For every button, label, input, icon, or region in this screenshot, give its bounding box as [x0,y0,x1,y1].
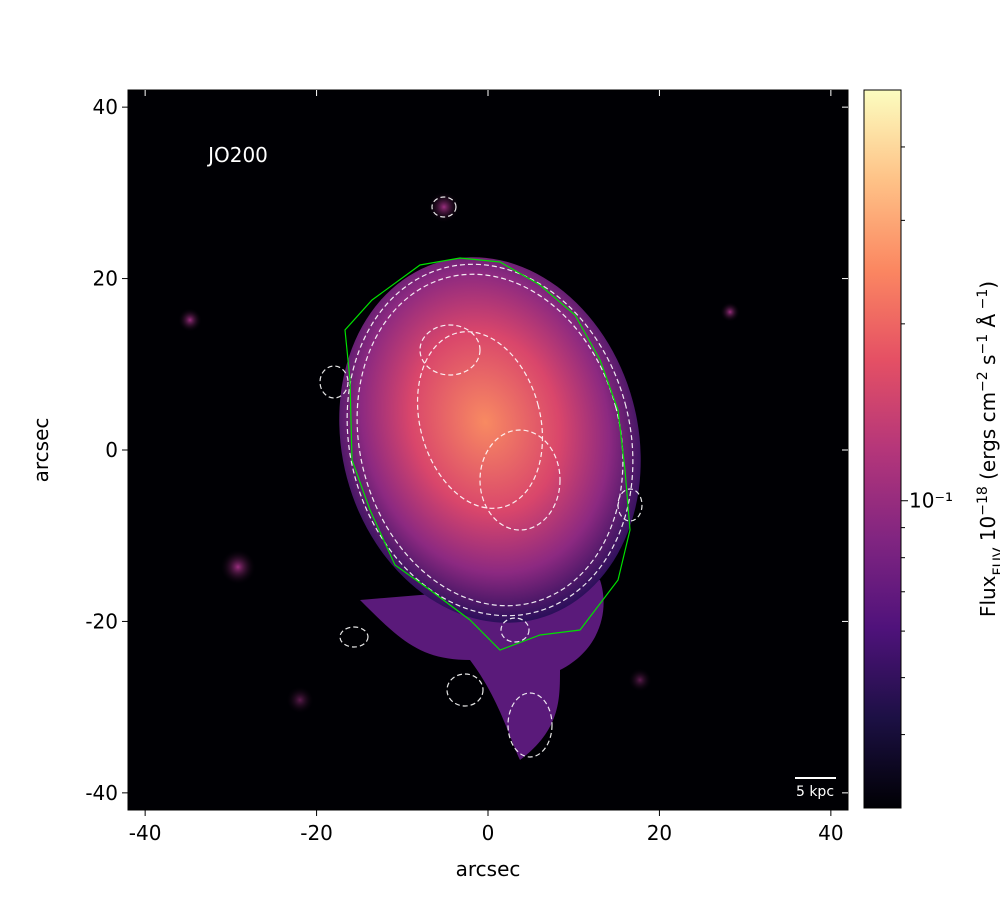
scalebar-label: 5 kpc [796,784,834,800]
y-tick-label: -20 [85,609,118,633]
colorbar-label-part: Å [976,314,1000,334]
image [128,90,848,810]
colorbar-label-part: −2 [975,371,991,392]
x-tick-label: -20 [300,821,333,845]
colorbar-label-part: s [976,355,1000,372]
colorbar-label-part: ) [976,281,1000,289]
colorbar-label-part: −18 [975,486,991,516]
y-axis-label: arcsec [29,418,53,483]
annotation: JO200 [206,143,268,167]
colorbar-label-part: −1 [975,289,991,314]
colorbar-label-part: −1 [975,334,991,355]
colorbar-label-part: FUV [991,547,1000,575]
colorbar-label: FluxFUV 10−18 (ergs cm−2 s−1 Å −1) [975,281,1000,617]
colorbar-tick-label: 10⁻¹ [909,489,953,513]
colorbar-label-part: 10 [976,516,1000,548]
y-tick-label: 40 [93,95,118,119]
x-tick-label: 40 [818,821,843,845]
x-axis-label: arcsec [456,857,521,881]
colorbar-label-part: (ergs cm [976,392,1000,486]
colorbar-label-part: Flux [976,575,1000,617]
y-tick-label: 0 [105,438,118,462]
x-tick-label: 20 [647,821,672,845]
x-tick-label: -40 [129,821,162,845]
y-tick-label: -40 [85,781,118,805]
x-tick-label: 0 [482,821,495,845]
colorbar [863,89,902,809]
y-tick-label: 20 [93,267,118,291]
